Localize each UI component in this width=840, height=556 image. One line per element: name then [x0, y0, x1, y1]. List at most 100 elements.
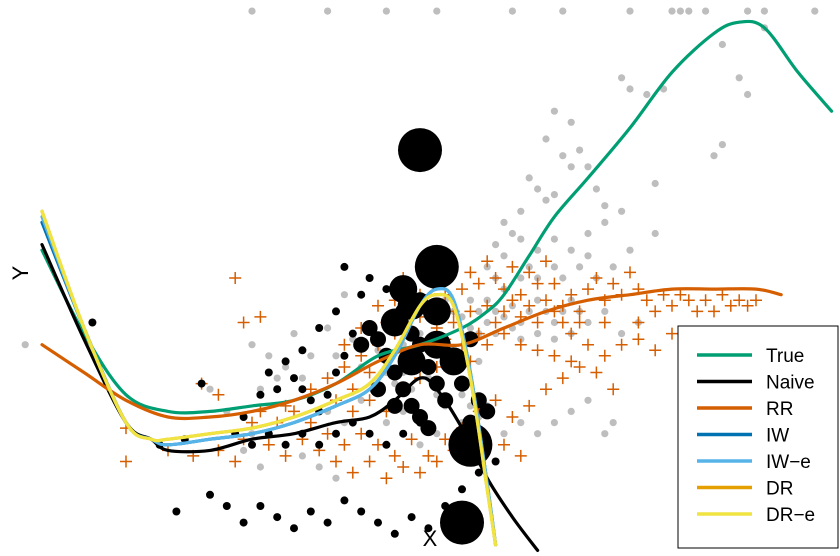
black-point-34: [222, 502, 231, 510]
gray-point-1: [324, 7, 332, 15]
gray-point-0: [248, 7, 256, 15]
gray-point-12: [760, 7, 769, 15]
gray-point-74: [550, 318, 559, 327]
gray-point-159: [206, 385, 214, 393]
black-point-29: [382, 440, 391, 449]
plus-point-28: [565, 288, 578, 301]
plus-point-50: [750, 294, 762, 307]
legend-label-3: IW: [766, 426, 789, 447]
gray-point-39: [500, 218, 508, 226]
black-point-50: [491, 457, 500, 466]
gray-point-36: [542, 196, 550, 204]
plus-point-43: [691, 305, 704, 318]
black-point-4: [239, 413, 248, 421]
gray-point-16: [618, 74, 626, 82]
plus-point-119: [590, 366, 603, 379]
gray-point-64: [466, 296, 474, 304]
black-point-85: [440, 500, 484, 545]
black-point-72: [479, 403, 496, 420]
gray-point-127: [550, 419, 559, 427]
black-point-1: [197, 379, 206, 388]
plus-point-96: [598, 349, 611, 362]
gray-point-148: [315, 463, 323, 471]
gray-point-29: [592, 185, 601, 193]
plus-point-71: [506, 294, 519, 307]
gray-point-4: [508, 7, 516, 15]
x-axis-label: X: [423, 526, 438, 551]
black-point-28: [365, 429, 374, 438]
plus-point-140: [430, 455, 443, 468]
black-point-60: [403, 397, 420, 414]
black-point-32: [172, 507, 181, 516]
black-point-36: [256, 502, 265, 510]
gray-point-125: [517, 419, 525, 427]
gray-point-85: [534, 330, 542, 338]
plus-point-137: [380, 472, 393, 485]
black-point-52: [357, 290, 366, 299]
gray-point-67: [492, 307, 500, 315]
black-point-54: [382, 285, 391, 294]
black-point-19: [264, 368, 273, 377]
legend: True Naive RR IW IW−e DR DR−e: [677, 325, 839, 549]
gray-point-126: [534, 430, 542, 438]
gray-point-5: [559, 7, 567, 15]
gray-point-134: [282, 363, 290, 371]
plus-point-37: [640, 294, 653, 307]
black-point-73: [422, 297, 451, 326]
plus-point-41: [674, 288, 687, 301]
plus-point-139: [414, 466, 426, 479]
gray-point-58: [576, 263, 584, 271]
black-point-59: [395, 381, 412, 398]
plus-point-16: [464, 266, 477, 279]
black-point-48: [458, 485, 466, 494]
plus-point-31: [590, 272, 603, 284]
plus-point-92: [531, 344, 544, 357]
plus-point-98: [632, 333, 645, 346]
black-point-53: [365, 274, 374, 282]
plus-point-116: [540, 383, 552, 396]
plus-point-106: [372, 438, 384, 451]
plus-point-17: [472, 277, 485, 290]
plus-point-138: [397, 461, 410, 473]
plus-point-38: [649, 305, 662, 318]
plus-point-19: [489, 272, 502, 284]
gray-point-129: [584, 396, 592, 404]
gray-point-15: [718, 40, 727, 49]
gray-point-17: [626, 85, 634, 93]
plus-point-135: [346, 466, 359, 479]
legend-label-1: Naive: [766, 373, 815, 394]
gray-point-130: [601, 430, 609, 438]
gray-point-32: [567, 163, 575, 171]
black-point-23: [281, 440, 290, 449]
plus-point-42: [682, 294, 695, 307]
black-point-5: [256, 390, 265, 399]
black-point-58: [386, 364, 403, 381]
plus-point-82: [363, 394, 376, 407]
gray-point-147: [298, 452, 306, 460]
gray-point-11: [744, 7, 752, 15]
black-point-35: [239, 518, 248, 527]
gray-point-2: [382, 7, 390, 15]
curves-layer: [40, 19, 834, 552]
gray-point-30: [601, 202, 609, 210]
plus-point-103: [321, 427, 334, 440]
plus-point-124: [120, 455, 132, 468]
gray-point-157: [290, 330, 298, 338]
black-point-49: [474, 468, 483, 477]
gray-point-8: [676, 7, 685, 15]
gray-point-124: [500, 430, 508, 438]
plus-point-73: [523, 299, 536, 312]
plus-point-30: [582, 283, 594, 296]
plus-point-77: [556, 316, 569, 329]
gray-point-104: [475, 357, 483, 365]
plus-point-102: [304, 416, 317, 429]
gray-point-131: [609, 419, 617, 427]
gray-point-10: [702, 7, 710, 15]
black-point-86: [353, 336, 370, 353]
plus-point-46: [716, 288, 729, 301]
gray-point-117: [458, 391, 466, 399]
plus-point-25: [540, 255, 552, 268]
gray-point-27: [576, 146, 584, 154]
black-point-13: [340, 351, 349, 360]
